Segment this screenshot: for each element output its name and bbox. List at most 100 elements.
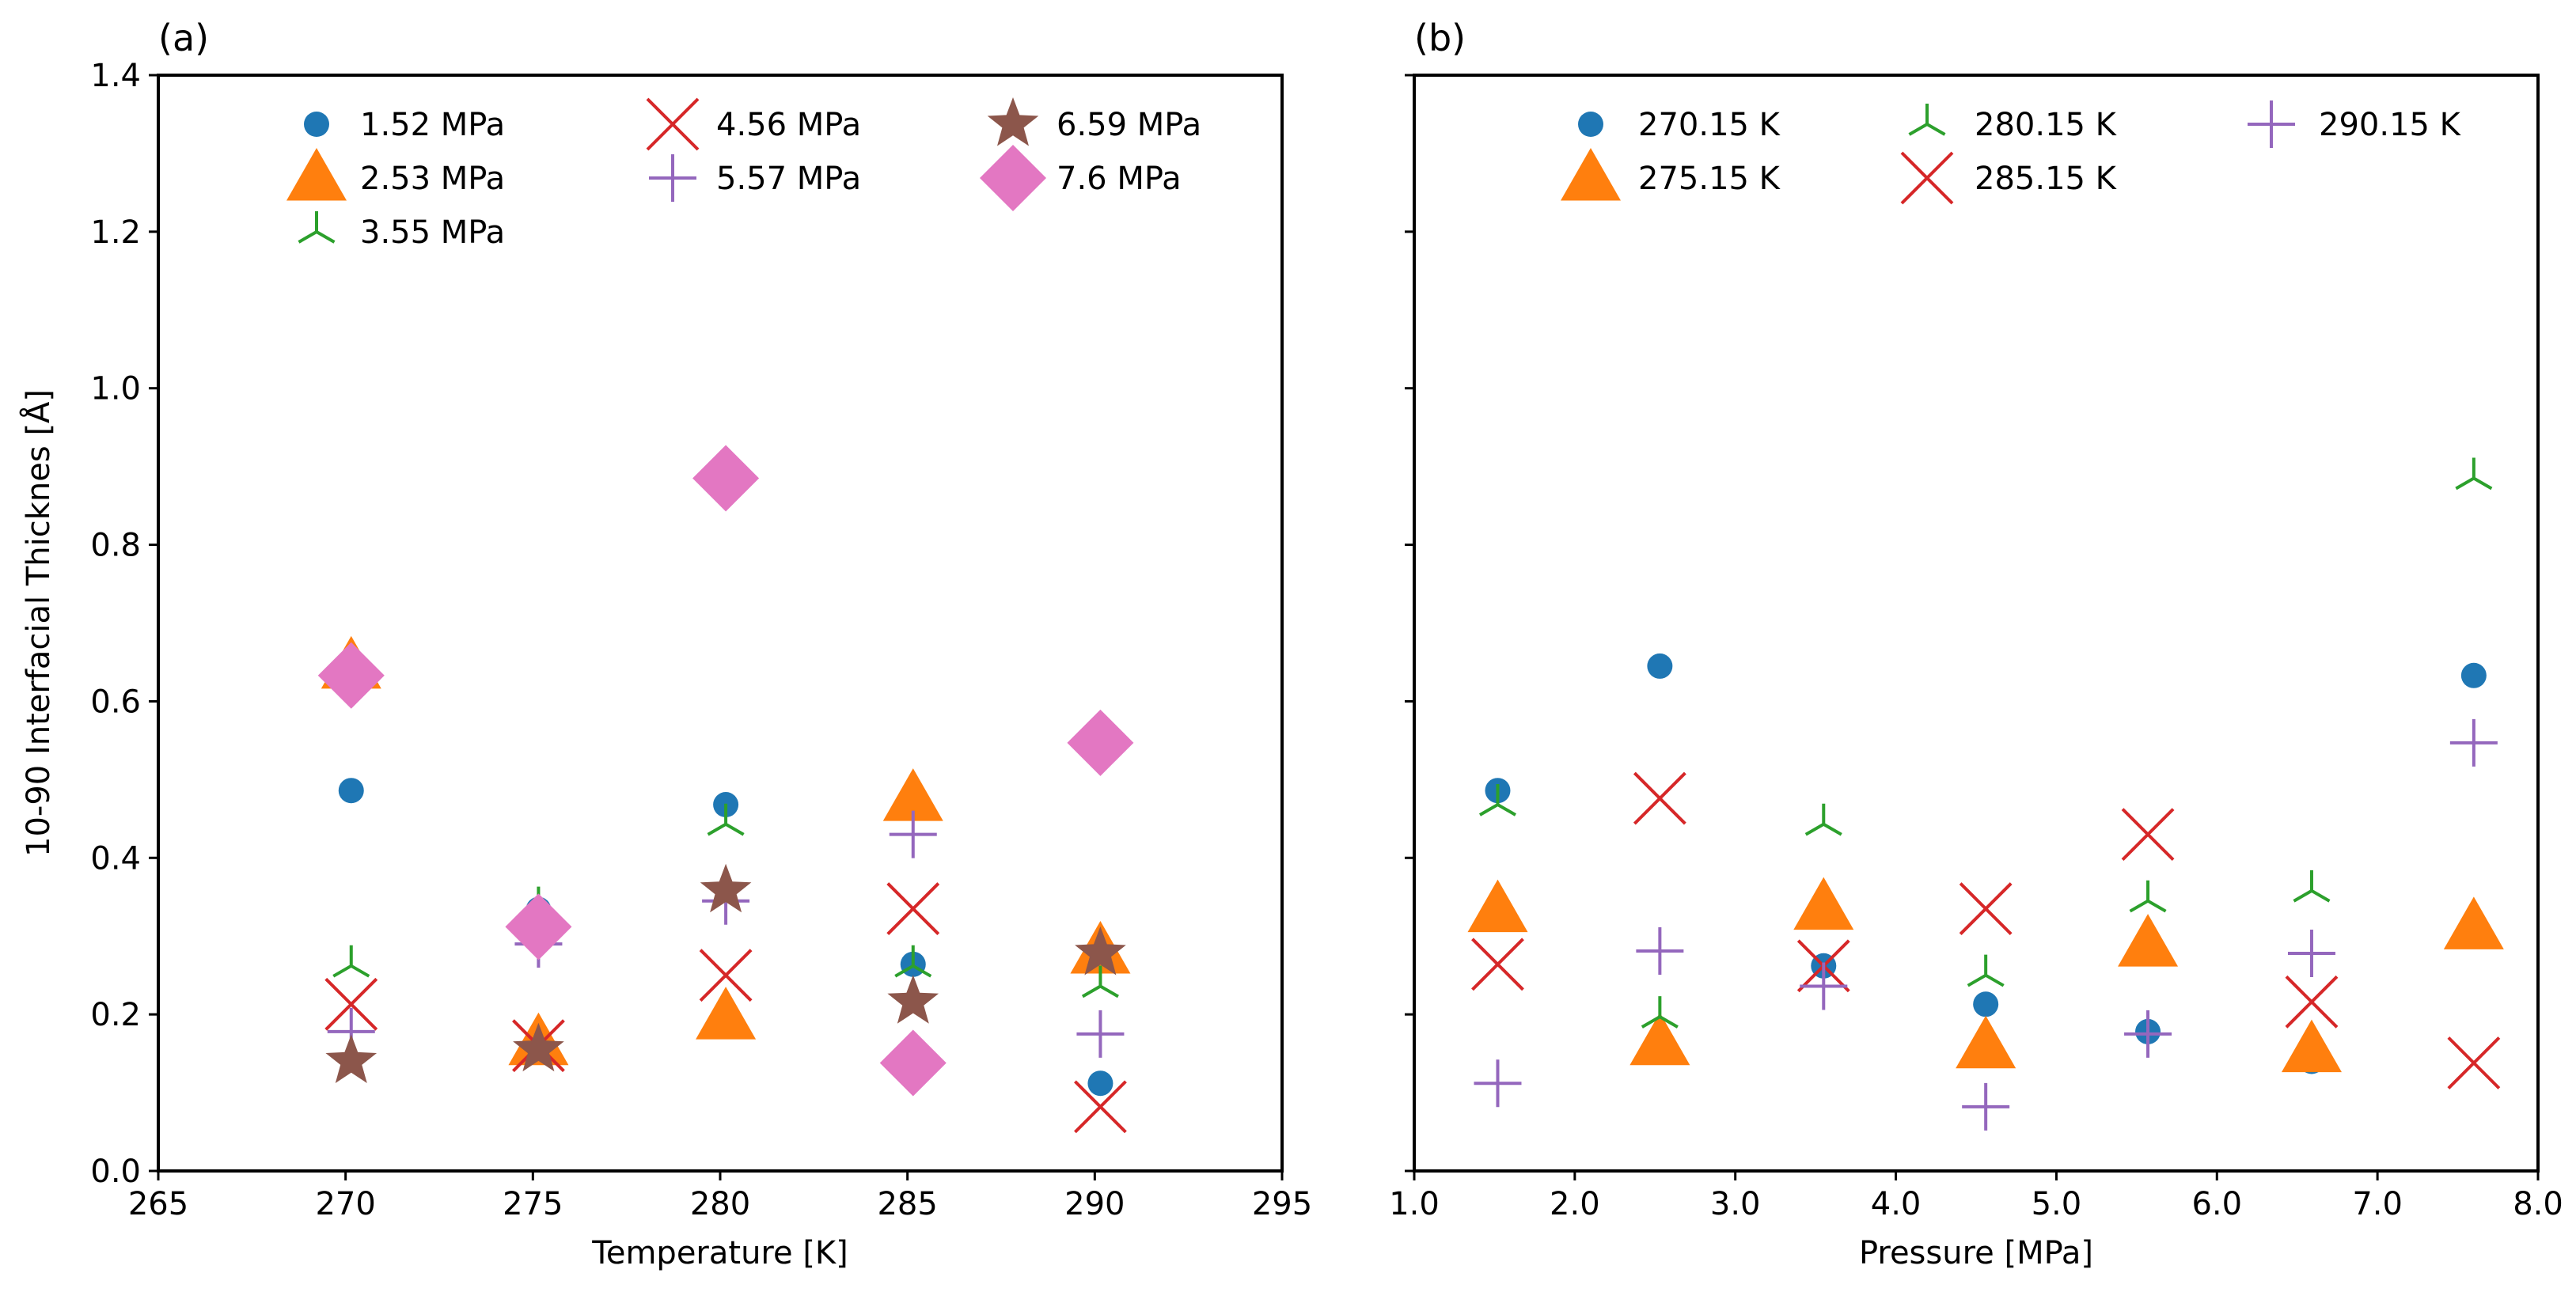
panel-b-pressure: 1.0 2.0 3.0 4.0 5.0 6.0 7.0 8.0 Pressure [MPa] (b…	[1389, 17, 2563, 1271]
data-point	[2129, 880, 2167, 913]
x-tick-label: 6.0	[2191, 1186, 2242, 1222]
y-tick-label: 0.6	[90, 684, 141, 720]
legend-entry: 1.52 MPa	[360, 107, 505, 143]
x-tick-label: 1.0	[1389, 1186, 1440, 1222]
x-tick-label: 4.0	[1871, 1186, 1922, 1222]
data-point	[324, 977, 378, 1031]
y-tick-label: 0.2	[90, 997, 141, 1033]
data-point	[1075, 926, 1126, 976]
series-290-15-k	[1474, 718, 2498, 1131]
data-point	[1467, 879, 1528, 933]
legend-entry: 270.15 K	[1638, 107, 1781, 143]
data-point	[505, 893, 572, 960]
data-point	[1793, 877, 1854, 930]
data-point	[889, 810, 937, 858]
legend-entry: 285.15 K	[1975, 161, 2118, 197]
legend: 270.15 K 275.15 K 280.15 K 285.15 K 290.15 K	[1561, 100, 2462, 205]
legend-marker	[649, 154, 696, 202]
data-point	[1962, 1082, 2010, 1131]
x-tick-label: 3.0	[1710, 1186, 1761, 1222]
series-7-6-mpa	[317, 445, 1134, 1097]
data-point	[1959, 882, 2013, 936]
y-tick-label: 1.2	[90, 214, 141, 251]
data-point	[1074, 1080, 1127, 1134]
data-point	[1641, 996, 1679, 1029]
x-tick-label: 280	[690, 1186, 750, 1222]
y-tick-label: 0.0	[90, 1154, 141, 1190]
legend-entry: 5.57 MPa	[716, 161, 861, 197]
data-point	[1081, 965, 1119, 998]
x-tick-label: 270	[315, 1186, 375, 1222]
data-point	[1800, 962, 1848, 1010]
data-point	[1076, 1010, 1125, 1058]
data-point	[1474, 1059, 1522, 1108]
x-tick-label: 290	[1064, 1186, 1125, 1222]
legend-entry: 2.53 MPa	[360, 161, 505, 197]
data-point	[692, 445, 760, 512]
data-point	[879, 1029, 947, 1097]
data-point	[1636, 927, 1684, 976]
plot-frame	[157, 74, 1284, 1173]
data-point	[1967, 954, 2005, 987]
data-point	[1478, 784, 1517, 816]
y-tick-label: 0.8	[90, 528, 141, 564]
data-point	[696, 987, 757, 1040]
y-axis-label: 10-90 Interfacial Thicknes [Å]	[19, 389, 57, 857]
legend: 1.52 MPa 2.53 MPa 3.55 MPa 4.56 MPa 5.57 MPa…	[286, 97, 1201, 251]
legend-marker	[304, 112, 329, 137]
data-point	[2460, 662, 2487, 688]
legend-marker	[2248, 100, 2295, 148]
data-point	[2455, 457, 2493, 491]
data-point	[317, 642, 385, 709]
x-tick-label: 285	[877, 1186, 937, 1222]
x-tick-label: 7.0	[2352, 1186, 2403, 1222]
x-tick-label: 5.0	[2032, 1186, 2082, 1222]
legend-entry: 290.15 K	[2319, 107, 2462, 143]
data-point	[2124, 1010, 2172, 1058]
panel-label: (b)	[1414, 17, 1466, 59]
data-point	[1471, 938, 1524, 991]
legend-marker	[298, 211, 336, 244]
data-point	[332, 945, 370, 978]
legend-entry: 6.59 MPa	[1057, 107, 1201, 143]
data-point	[1647, 653, 1673, 679]
legend-marker	[1908, 104, 1946, 136]
data-point	[1067, 709, 1134, 776]
x-axis-label: Pressure [MPa]	[1859, 1235, 2093, 1271]
data-point	[707, 803, 745, 836]
data-point	[1973, 991, 1999, 1017]
x-tick-label: 295	[1252, 1186, 1312, 1222]
legend-marker	[1900, 151, 1954, 205]
data-point	[325, 1034, 377, 1083]
data-point	[2293, 870, 2331, 903]
data-point	[2443, 896, 2504, 949]
data-point	[338, 778, 364, 804]
x-tick-label: 265	[128, 1186, 188, 1222]
data-point	[2281, 1019, 2342, 1073]
legend-marker	[1561, 148, 1621, 201]
data-point	[513, 1022, 564, 1072]
legend-marker	[286, 148, 347, 201]
panel-a-temperature: 265 270 275 280 285 290 295 0.0 0.2 0.4 0.6 0.8 1.0 1…	[19, 17, 1312, 1271]
data-point	[1956, 1015, 2016, 1069]
legend-marker	[646, 97, 700, 151]
legend-entry: 3.55 MPa	[360, 214, 505, 251]
series-6-59-mpa	[325, 863, 1126, 1083]
data-point	[2118, 914, 2179, 967]
data-point	[700, 863, 752, 913]
x-tick-label: 8.0	[2513, 1186, 2563, 1222]
data-point	[894, 945, 932, 978]
data-point	[882, 768, 943, 821]
x-tick-label: 2.0	[1550, 1186, 1600, 1222]
data-point	[1633, 771, 1686, 825]
data-point	[2449, 718, 2498, 767]
y-tick-label: 1.0	[90, 371, 141, 407]
data-point	[2447, 1036, 2501, 1089]
data-point	[699, 949, 753, 1002]
legend-marker	[980, 145, 1046, 211]
data-point	[887, 975, 939, 1024]
plot-frame	[1413, 74, 2540, 1173]
data-point	[2287, 929, 2335, 977]
legend-entry: 7.6 MPa	[1057, 161, 1182, 197]
